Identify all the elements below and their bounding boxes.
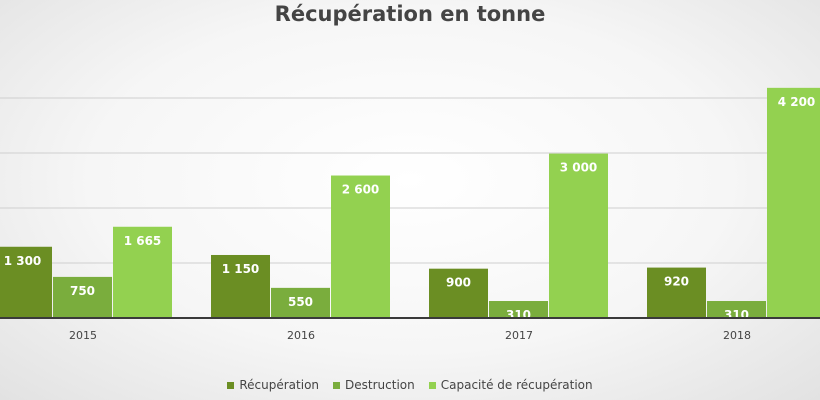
legend-label: Destruction <box>345 378 415 392</box>
legend-item-recuperation: Récupération <box>227 378 319 392</box>
legend-item-destruction: Destruction <box>333 378 415 392</box>
legend-swatch <box>333 381 341 389</box>
x-axis: 2015 2016 2017 2018 <box>0 317 820 342</box>
bar <box>53 276 112 318</box>
legend-label: Capacité de récupération <box>440 378 593 392</box>
bar-chart: 1 300 750 1 665 1 150 550 2 600 900 310 3 000 920… <box>0 87 820 342</box>
data-label: 750 <box>70 284 95 298</box>
data-label: 920 <box>664 275 689 289</box>
bar-group: 1 300 750 1 665 1 150 550 2 600 900 310 3 000 920… <box>0 87 820 322</box>
legend-item-capacite: Capacité de récupération <box>428 378 593 392</box>
chart-title: Récupération en tonne <box>274 2 546 26</box>
data-label: 310 <box>506 308 531 322</box>
legend-label: Récupération <box>239 378 320 392</box>
data-label: 1 150 <box>222 262 260 276</box>
data-label: 1 300 <box>4 254 42 268</box>
bar <box>489 301 548 318</box>
data-label: 2 600 <box>342 183 380 197</box>
legend-swatch <box>227 381 235 389</box>
bar <box>211 254 270 318</box>
legend: Récupération Destruction Capacité de réc… <box>0 378 820 392</box>
bar <box>271 287 330 318</box>
bar <box>0 246 52 318</box>
x-tick-label: 2015 <box>69 329 97 342</box>
x-tick-label: 2018 <box>723 329 751 342</box>
x-tick-label: 2016 <box>287 329 315 342</box>
data-label: 900 <box>446 276 471 290</box>
data-label: 3 000 <box>560 161 598 175</box>
bar <box>707 301 766 318</box>
bar <box>549 153 608 318</box>
bar <box>331 175 390 318</box>
data-label: 550 <box>288 295 313 309</box>
data-label: 310 <box>724 308 749 322</box>
data-label: 1 665 <box>124 234 162 248</box>
legend-swatch <box>428 381 436 389</box>
bar <box>767 87 820 318</box>
x-tick-label: 2017 <box>505 329 533 342</box>
data-label: 4 200 <box>778 95 816 109</box>
bar <box>647 267 706 318</box>
bar <box>429 268 488 318</box>
bar <box>113 226 172 318</box>
